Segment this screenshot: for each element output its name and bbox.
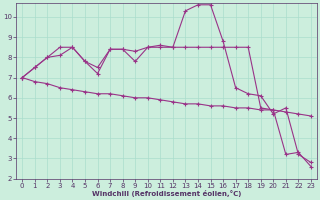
X-axis label: Windchill (Refroidissement éolien,°C): Windchill (Refroidissement éolien,°C) xyxy=(92,190,241,197)
